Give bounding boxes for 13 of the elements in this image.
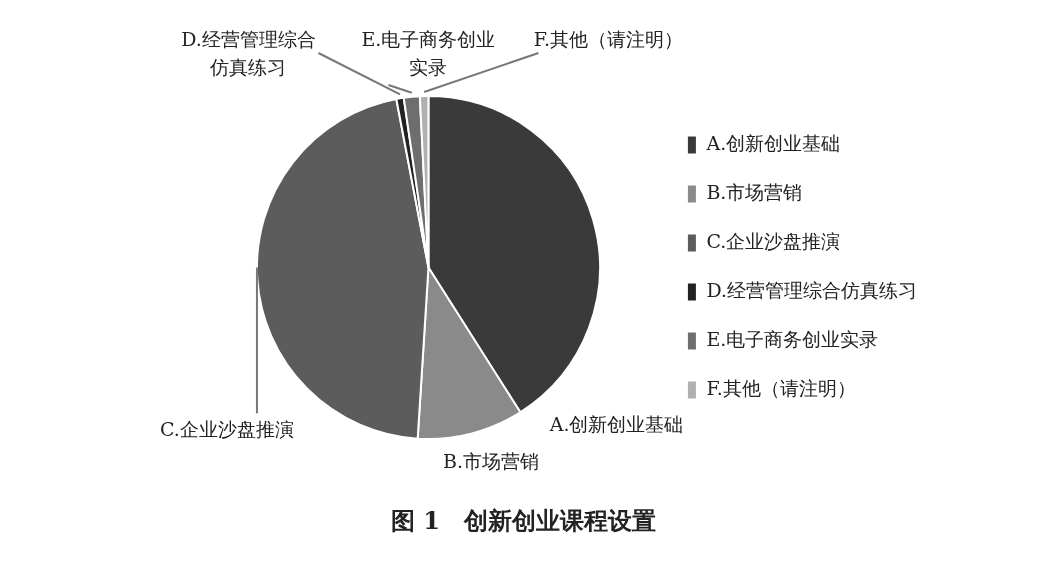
legend-label: B.市场营销 <box>706 180 803 203</box>
slice-label: A.创新创业基础 <box>548 412 684 435</box>
legend-label: F.其他（请注明） <box>706 376 856 399</box>
slice-label: F.其他（请注明） <box>533 27 684 50</box>
text: 图 1 创新创业课程设置 <box>389 505 658 537</box>
slice-label: B.市场营销 <box>443 449 540 472</box>
slice-label: C.企业沙盘推演 <box>160 418 294 441</box>
legend-label: D.经营管理综合仿真练习 <box>706 278 918 301</box>
legend-label: E.电子商务创业实录 <box>706 327 879 350</box>
slice-label: E.电子商务创业实录 <box>361 27 496 78</box>
legend-label: A.创新创业基础 <box>705 131 841 154</box>
slice-label: D.经营管理综合仿真练习 <box>181 27 316 78</box>
legend-label: C.企业沙盘推演 <box>706 229 841 252</box>
